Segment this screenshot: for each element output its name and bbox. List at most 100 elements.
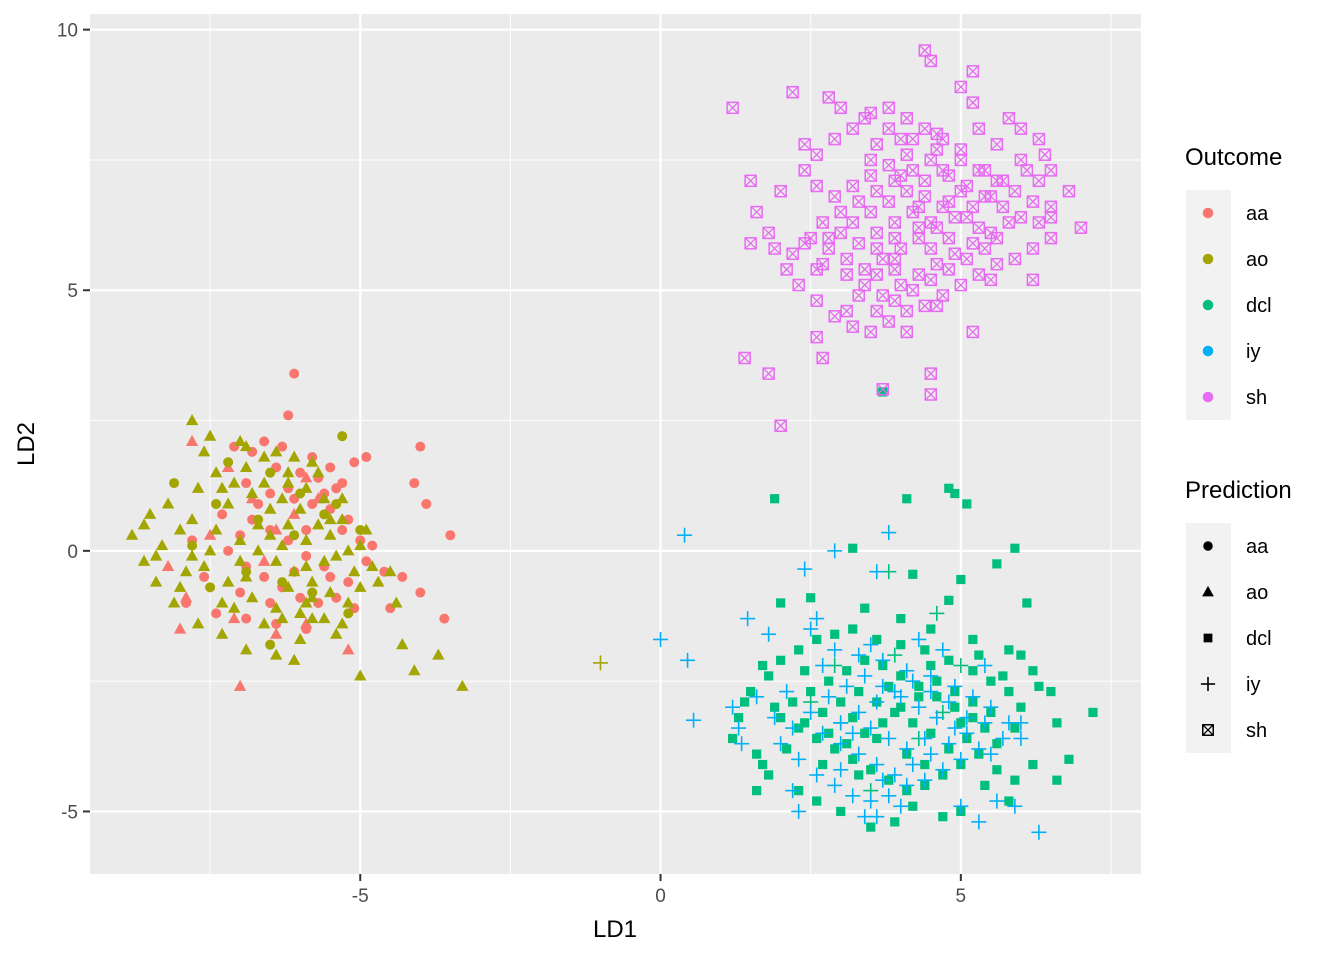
data-point-iy-iy [881, 730, 897, 746]
data-point-sh-sh [822, 91, 835, 104]
legend-key-dcl [1202, 299, 1214, 311]
data-point-sh-sh [924, 388, 938, 401]
data-point-ao-ao [348, 565, 361, 577]
data-point-dcl-dcl [830, 744, 840, 754]
data-point-sh-sh [738, 351, 751, 365]
data-point-aa-aa [295, 592, 306, 603]
data-point-dcl-dcl [992, 765, 1002, 775]
data-point-sh-sh [1032, 132, 1046, 146]
data-point-dcl-dcl [878, 718, 888, 728]
data-point-sh-sh [930, 257, 944, 271]
data-point-dcl-dcl [1010, 543, 1020, 553]
data-point-sh-sh [900, 148, 914, 161]
y-axis-title: LD2 [13, 422, 40, 466]
data-point-ao-ao [342, 596, 355, 608]
data-point-dcl-dcl [968, 634, 978, 645]
data-point-aa-aa [265, 597, 276, 608]
data-point-sh-sh [918, 122, 932, 135]
data-point-sh-sh [828, 132, 841, 146]
x-axis-title: LD1 [593, 916, 637, 943]
data-point-ao-ao [324, 586, 337, 598]
data-point-iy-iy [995, 730, 1011, 746]
data-point-ao-ao [318, 612, 331, 624]
data-point-ao-ao [336, 513, 349, 525]
data-point-ao-ao [306, 575, 319, 587]
data-point-sh-sh [864, 153, 877, 167]
y-tick-label: -5 [61, 802, 78, 823]
x-tick-label: 0 [655, 886, 666, 907]
data-point-dcl-dcl [812, 733, 822, 744]
data-point-dcl-dcl [908, 718, 918, 728]
data-point-dcl-dcl [764, 770, 774, 780]
legend-label-dcl: dcl [1246, 295, 1272, 317]
data-point-iy-iy [935, 642, 951, 658]
data-point-dcl-dcl [1010, 723, 1020, 733]
data-point-aa-aa [325, 571, 336, 582]
data-point-dcl-dcl [800, 666, 810, 676]
data-point-ao-aa [319, 509, 330, 520]
data-point-sh-sh [1002, 111, 1016, 125]
data-point-iy-iy [905, 757, 921, 773]
data-point-dcl-iy [953, 658, 969, 674]
data-point-ao-ao [179, 565, 193, 577]
legend-key-ao [1202, 253, 1214, 265]
data-point-aa-aa [415, 587, 426, 598]
data-point-aa-aa [241, 478, 252, 489]
data-point-sh-sh [780, 263, 793, 276]
data-point-ao-ao [276, 492, 289, 504]
data-point-aa-aa [349, 457, 360, 468]
data-point-dcl-dcl [1004, 645, 1014, 655]
data-point-iy-iy [827, 543, 843, 559]
data-point-dcl-dcl [896, 702, 906, 712]
data-point-dcl-dcl [1016, 650, 1026, 660]
data-point-ao-ao [294, 632, 307, 645]
data-point-ao-aa [331, 498, 342, 509]
data-point-sh-sh [990, 231, 1004, 245]
data-point-iy-iy [791, 803, 807, 819]
data-point-sh-sh [936, 164, 950, 177]
legend-key-sh [1202, 724, 1214, 736]
data-point-iy-iy [857, 668, 873, 684]
data-point-sh-sh [1032, 216, 1046, 229]
data-point-sh-sh [966, 65, 980, 78]
data-point-iy-iy [893, 798, 909, 814]
data-point-ao-ao [227, 601, 241, 613]
data-point-dcl-dcl [974, 650, 984, 660]
data-point-iy-iy [899, 777, 915, 793]
legend-label-sh: sh [1246, 387, 1267, 409]
data-point-sh-sh [900, 184, 914, 198]
data-point-iy-iy [725, 699, 741, 715]
data-point-iy-iy [686, 712, 702, 728]
data-point-iy-iy [935, 762, 951, 778]
data-point-ao-ao [161, 497, 175, 509]
data-point-iy-iy [797, 561, 813, 577]
data-point-aa-ao [300, 471, 313, 483]
data-point-iy-iy [923, 684, 939, 700]
data-point-ao-ao [167, 596, 181, 608]
data-point-dcl-dcl [758, 660, 768, 671]
data-point-aa-ao [185, 434, 199, 446]
data-point-iy-iy [827, 777, 843, 793]
data-point-ao-ao [197, 445, 211, 457]
legend-label-ao: ao [1246, 582, 1268, 604]
data-point-sh-sh [870, 138, 883, 151]
data-point-aa-aa [325, 462, 336, 473]
data-point-ao-aa [265, 639, 276, 650]
data-point-sh-sh [984, 273, 998, 287]
data-point-dcl-dcl [728, 733, 738, 744]
data-point-dcl-dcl [944, 483, 954, 493]
data-point-sh-sh [900, 111, 914, 125]
data-point-dcl-dcl [872, 634, 882, 645]
data-point-iy-iy [863, 793, 879, 809]
data-point-ao-ao [300, 533, 313, 545]
data-point-sh-sh [1074, 221, 1088, 234]
data-point-aa-ao [173, 622, 187, 634]
data-point-ao-aa [307, 587, 318, 598]
data-point-dcl-dcl [926, 660, 936, 671]
data-point-sh-sh [894, 132, 908, 146]
data-point-sh-sh [948, 247, 962, 261]
data-point-sh-sh [786, 247, 799, 261]
data-point-aa-ao [233, 679, 247, 691]
data-point-ao-ao [294, 502, 307, 514]
data-point-ao-ao [288, 565, 301, 577]
